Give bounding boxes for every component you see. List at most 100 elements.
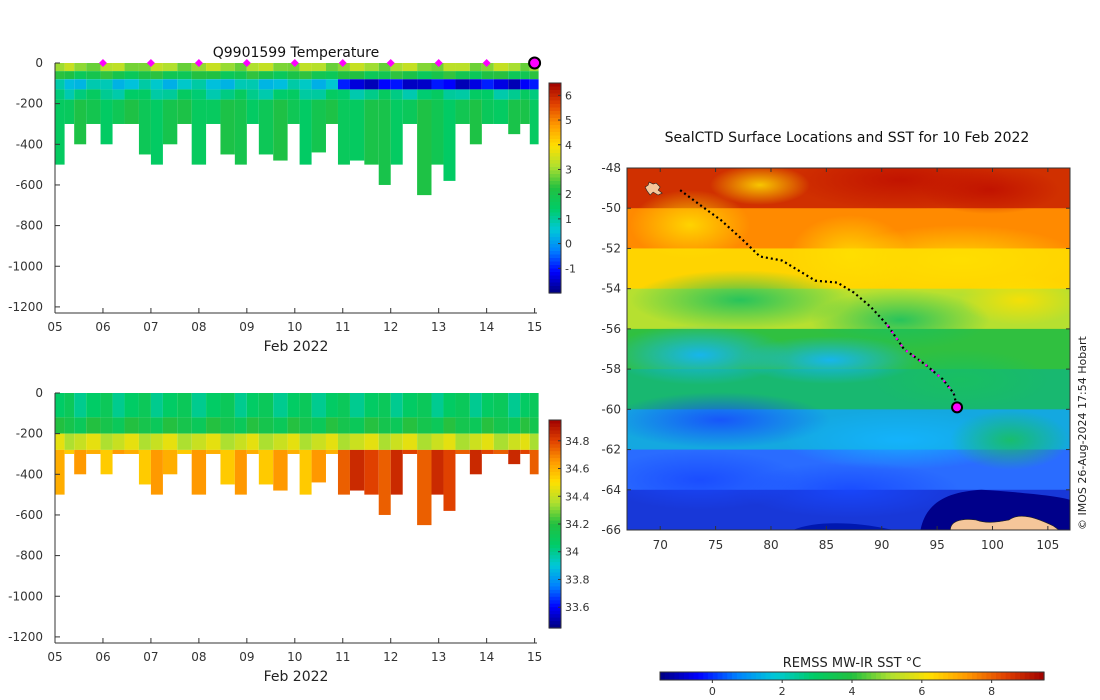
- section-cell: [124, 63, 139, 72]
- section-cell: [220, 449, 235, 485]
- map-colorbar-segment: [909, 672, 915, 680]
- land-kerguelen: [644, 181, 663, 196]
- section-cell: [493, 79, 509, 90]
- colorbar-segment: [549, 576, 561, 581]
- section-cell: [124, 99, 139, 124]
- section-cell: [74, 417, 87, 434]
- colorbar-segment: [549, 167, 561, 172]
- section-cell: [431, 89, 444, 100]
- map-colorbar-segment: [981, 672, 987, 680]
- x-tick-label: 95: [929, 538, 944, 552]
- map-colorbar-segment: [943, 672, 949, 680]
- section-cell: [520, 63, 530, 72]
- map-colorbar-tick-label: 6: [918, 685, 925, 698]
- colorbar-segment: [549, 170, 561, 175]
- section-cell: [55, 433, 65, 450]
- section-cell: [364, 449, 379, 495]
- section-cell: [364, 79, 379, 90]
- section-cell: [493, 89, 509, 100]
- colorbar-segment: [549, 468, 561, 473]
- y-tick-label: -58: [601, 362, 621, 376]
- section-cell: [258, 79, 274, 90]
- colorbar-segment: [549, 426, 561, 431]
- section-cell: [364, 71, 379, 80]
- section-cell: [246, 89, 259, 100]
- section-cell: [455, 63, 470, 72]
- colorbar-segment: [549, 237, 561, 242]
- section-cell: [417, 449, 432, 526]
- colorbar-segment: [549, 621, 561, 626]
- section-cell: [220, 79, 235, 90]
- map-colorbar-segment: [799, 672, 805, 680]
- surface-marker: [146, 59, 155, 67]
- section-cell: [124, 393, 139, 418]
- y-tick-label: -60: [601, 402, 621, 416]
- x-tick-label: 70: [653, 538, 668, 552]
- section-cell: [402, 99, 418, 124]
- section-cell: [378, 89, 391, 100]
- section-cell: [443, 417, 456, 434]
- x-tick-label: 10: [287, 320, 302, 334]
- section-cell: [273, 89, 288, 100]
- section-cell: [162, 449, 178, 475]
- section-cell: [469, 89, 482, 100]
- section-cell: [455, 99, 470, 124]
- colorbar-segment: [549, 534, 561, 539]
- section-cell: [86, 417, 101, 434]
- map-colorbar-segment: [948, 672, 954, 680]
- section-cell: [206, 417, 221, 434]
- section-cell: [206, 71, 221, 80]
- section-cell: [206, 63, 221, 72]
- y-tick-label: -800: [16, 219, 43, 233]
- section-cell: [325, 417, 338, 434]
- colorbar-segment: [549, 517, 561, 522]
- section-cell: [378, 417, 391, 434]
- x-tick-label: 80: [763, 538, 778, 552]
- map-colorbar-segment: [914, 672, 920, 680]
- colorbar-segment: [549, 544, 561, 549]
- colorbar-segment: [549, 261, 561, 266]
- section-cell: [520, 89, 530, 100]
- section-cell: [349, 63, 365, 72]
- section-cell: [493, 449, 509, 454]
- section-cell: [273, 79, 288, 90]
- section-cell: [258, 449, 274, 485]
- section-cell: [299, 433, 312, 450]
- colorbar-segment: [549, 223, 561, 228]
- map-colorbar-segment: [756, 672, 762, 680]
- colorbar-segment: [549, 254, 561, 259]
- x-tick-label: 06: [95, 650, 110, 664]
- section-cell: [417, 63, 432, 72]
- section-cell: [191, 89, 207, 100]
- map-colorbar-segment: [876, 672, 882, 680]
- section-cell: [349, 449, 365, 491]
- colorbar-segment: [549, 230, 561, 235]
- section-cell: [455, 417, 470, 434]
- section-cell: [138, 449, 151, 485]
- colorbar-segment: [549, 600, 561, 605]
- map-colorbar-segment: [871, 672, 877, 680]
- map-colorbar-segment: [674, 672, 680, 680]
- map-colorbar-segment: [664, 672, 671, 680]
- map-colorbar-segment: [708, 672, 714, 680]
- colorbar-segment: [549, 93, 561, 98]
- colorbar-segment: [549, 191, 561, 196]
- map-colorbar-segment: [852, 672, 858, 680]
- section-cell: [112, 449, 125, 454]
- section-cell: [443, 71, 456, 80]
- map-colorbar-segment: [804, 672, 810, 680]
- colorbar-segment: [549, 146, 561, 151]
- map-colorbar-segment: [751, 672, 757, 680]
- current-position-marker: [951, 401, 964, 414]
- section-cell: [299, 89, 312, 100]
- colorbar-segment: [549, 104, 561, 109]
- section-cell: [390, 417, 403, 434]
- x-tick-label: 11: [335, 650, 350, 664]
- x-tick-label: 75: [708, 538, 723, 552]
- surface-marker: [482, 59, 491, 67]
- section-cell: [287, 449, 300, 454]
- colorbar-tick-label: 34.4: [565, 490, 590, 503]
- section-cell: [508, 393, 521, 418]
- section-cell: [455, 89, 470, 100]
- section-cell: [191, 433, 207, 450]
